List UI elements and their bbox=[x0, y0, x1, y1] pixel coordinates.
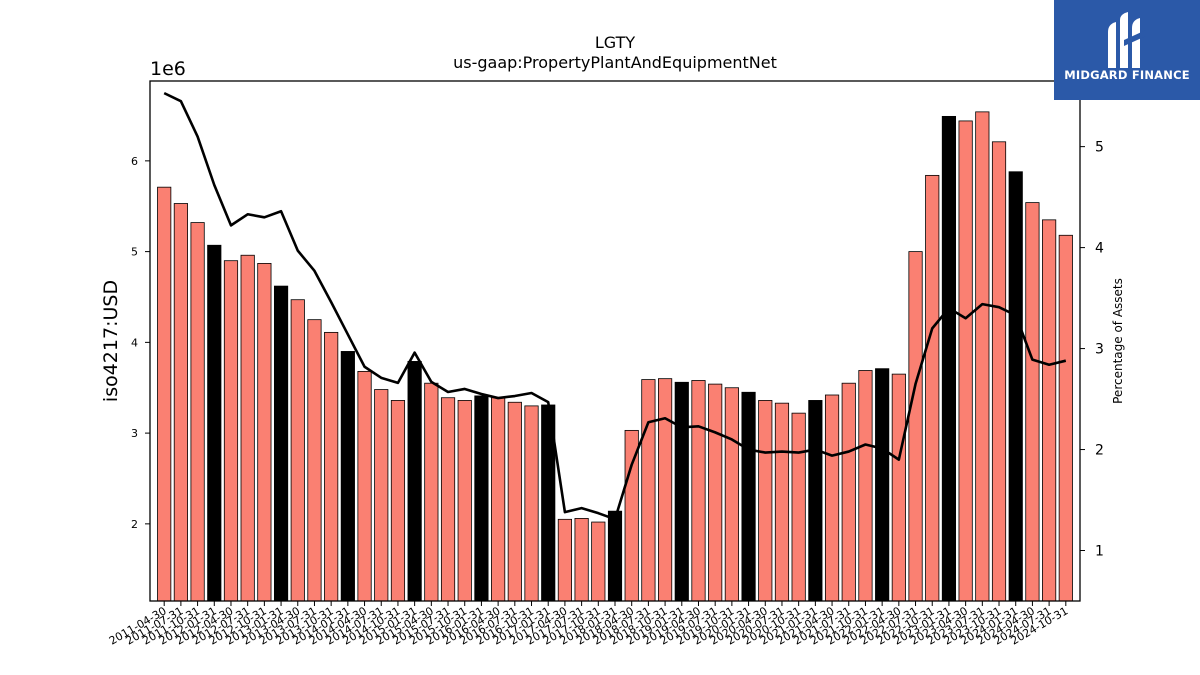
bar bbox=[591, 521, 606, 602]
bar bbox=[240, 254, 255, 602]
bar bbox=[875, 368, 890, 602]
bar bbox=[307, 319, 322, 602]
y2-tick-label: 5 bbox=[1095, 140, 1104, 156]
y-tick-label: 6 bbox=[131, 155, 138, 168]
bar bbox=[273, 285, 289, 602]
y2-tick-label: 2 bbox=[1095, 443, 1104, 459]
bar bbox=[975, 111, 990, 602]
bar bbox=[758, 400, 773, 602]
chart-subtitle: us-gaap:PropertyPlantAndEquipmentNet bbox=[453, 53, 777, 72]
bar bbox=[1058, 234, 1073, 602]
bar bbox=[724, 387, 739, 602]
bar bbox=[491, 397, 506, 602]
bar bbox=[908, 251, 923, 602]
y2-axis-label: Percentage of Assets bbox=[1111, 278, 1125, 404]
bar bbox=[324, 331, 339, 602]
bar bbox=[1025, 202, 1040, 602]
bar bbox=[407, 361, 422, 602]
bar bbox=[157, 186, 172, 602]
bar bbox=[374, 389, 389, 602]
bar bbox=[173, 203, 188, 602]
bar bbox=[941, 115, 957, 602]
brand-name: MIDGARD FINANCE bbox=[1064, 68, 1190, 82]
percentage-line bbox=[163, 91, 1067, 521]
bar bbox=[223, 260, 239, 602]
bar bbox=[858, 370, 873, 602]
bar bbox=[257, 263, 272, 602]
bar bbox=[658, 378, 673, 602]
bar bbox=[774, 402, 790, 602]
y-axis-label: iso4217:USD bbox=[100, 280, 122, 402]
bar bbox=[557, 518, 572, 602]
y-axis-offset-label: 1e6 bbox=[150, 58, 186, 80]
y2-tick-label: 3 bbox=[1095, 342, 1104, 358]
bar bbox=[1008, 171, 1023, 602]
y-tick-label: 5 bbox=[131, 246, 138, 259]
bar bbox=[340, 351, 355, 602]
y2-tick-label: 1 bbox=[1095, 544, 1104, 560]
bar bbox=[424, 382, 439, 602]
bar bbox=[357, 370, 372, 602]
bar bbox=[674, 381, 689, 602]
bar bbox=[457, 400, 472, 602]
bar bbox=[691, 380, 706, 602]
bar bbox=[607, 510, 623, 602]
bar bbox=[791, 412, 806, 602]
bar bbox=[958, 120, 973, 602]
bar bbox=[841, 382, 856, 602]
bar bbox=[925, 174, 940, 602]
bar bbox=[991, 141, 1007, 602]
y-tick-label: 4 bbox=[131, 336, 138, 349]
y-tick-label: 3 bbox=[131, 427, 138, 440]
line-series bbox=[163, 91, 1067, 521]
bar bbox=[574, 518, 589, 602]
y2-tick-label: 4 bbox=[1095, 241, 1104, 257]
chart-title: LGTY bbox=[595, 33, 636, 52]
bar bbox=[207, 244, 222, 602]
bar bbox=[641, 379, 656, 602]
brand-mark-icon bbox=[1108, 12, 1146, 68]
bar bbox=[741, 391, 756, 602]
bar bbox=[507, 401, 522, 602]
bar bbox=[708, 383, 723, 602]
bar bbox=[524, 405, 539, 602]
bar-series bbox=[157, 111, 1073, 602]
bar bbox=[808, 400, 823, 602]
bar bbox=[440, 397, 456, 602]
bar bbox=[390, 400, 406, 602]
bar bbox=[1042, 219, 1057, 602]
y-tick-label: 2 bbox=[131, 518, 138, 531]
brand-logo: MIDGARD FINANCE bbox=[1054, 0, 1200, 100]
bar bbox=[824, 394, 840, 602]
bar bbox=[891, 373, 906, 602]
bar bbox=[190, 222, 205, 602]
bar bbox=[474, 395, 489, 602]
bar bbox=[290, 299, 305, 602]
